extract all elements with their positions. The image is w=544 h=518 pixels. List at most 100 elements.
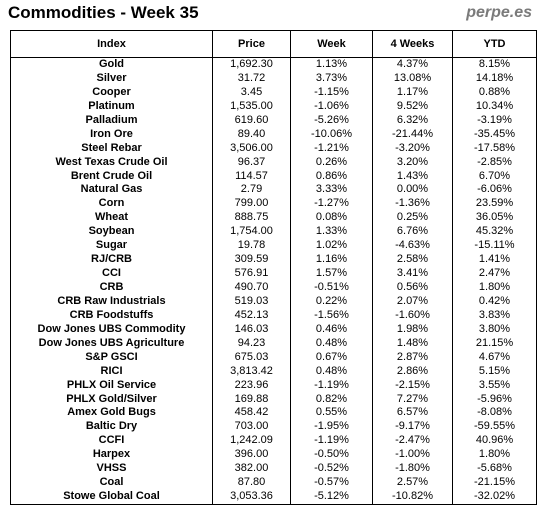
table-row: West Texas Crude Oil 96.37 0.26% 3.20% -2.85… — [10, 155, 537, 170]
cell-week: 0.48% — [290, 336, 373, 351]
table-row: Platinum 1,535.00 -1.06% 9.52% 10.34% — [10, 99, 537, 114]
table-row: Silver 31.72 3.73% 13.08% 14.18% — [10, 71, 537, 86]
cell-ytd: 1.80% — [452, 448, 537, 463]
cell-index: Brent Crude Oil — [10, 169, 213, 184]
cell-ytd: -17.58% — [452, 141, 537, 156]
cell-4-weeks: 2.57% — [372, 476, 453, 491]
page-title: Commodities - Week 35 — [8, 3, 199, 22]
cell-price: 619.60 — [212, 113, 291, 128]
cell-4-weeks: 3.41% — [372, 267, 453, 281]
column-header-ytd: YTD — [452, 30, 537, 58]
cell-4-weeks: -10.82% — [372, 490, 453, 506]
cell-week: 3.73% — [290, 71, 373, 86]
cell-week: 3.33% — [290, 183, 373, 198]
cell-4-weeks: 2.87% — [372, 350, 453, 365]
cell-4-weeks: 1.43% — [372, 169, 453, 184]
cell-index: West Texas Crude Oil — [10, 155, 213, 170]
cell-4-weeks: 13.08% — [372, 71, 453, 86]
cell-week: 0.08% — [290, 211, 373, 226]
table-row: CCI 576.91 1.57% 3.41% 2.47% — [10, 267, 537, 281]
cell-index: CCI — [10, 267, 213, 281]
cell-4-weeks: 1.98% — [372, 322, 453, 337]
cell-price: 19.78 — [212, 239, 291, 254]
cell-index: CCFI — [10, 434, 213, 449]
cell-price: 799.00 — [212, 197, 291, 212]
cell-ytd: 3.55% — [452, 378, 537, 393]
cell-index: RJ/CRB — [10, 253, 213, 268]
cell-ytd: -2.85% — [452, 155, 537, 170]
cell-index: RICI — [10, 364, 213, 379]
cell-price: 3,813.42 — [212, 364, 291, 379]
cell-index: Baltic Dry — [10, 420, 213, 435]
commodities-table: Index Price Week 4 Weeks YTD Gold 1,692.3… — [10, 30, 537, 506]
cell-price: 1,754.00 — [212, 225, 291, 240]
table-row: CCFI 1,242.09 -1.19% -2.47% 40.96% — [10, 434, 537, 449]
table-row: Brent Crude Oil 114.57 0.86% 1.43% 6.70% — [10, 169, 537, 184]
cell-ytd: 3.80% — [452, 322, 537, 337]
cell-price: 3,053.36 — [212, 490, 291, 506]
cell-price: 1,692.30 — [212, 57, 291, 72]
cell-index: Amex Gold Bugs — [10, 406, 213, 421]
cell-index: Iron Ore — [10, 127, 213, 142]
cell-price: 396.00 — [212, 448, 291, 463]
table-row: S&P GSCI 675.03 0.67% 2.87% 4.67% — [10, 350, 537, 365]
cell-week: 1.16% — [290, 253, 373, 268]
cell-index: Harpex — [10, 448, 213, 463]
cell-ytd: 45.32% — [452, 225, 537, 240]
cell-week: -1.27% — [290, 197, 373, 212]
table-row: Dow Jones UBS Agriculture 94.23 0.48% 1.48%… — [10, 336, 537, 351]
cell-index: PHLX Gold/Silver — [10, 392, 213, 407]
table-row: PHLX Gold/Silver 169.88 0.82% 7.27% -5.96% — [10, 392, 537, 407]
cell-index: Coal — [10, 476, 213, 491]
table-row: VHSS 382.00 -0.52% -1.80% -5.68% — [10, 462, 537, 477]
cell-ytd: -32.02% — [452, 490, 537, 506]
cell-ytd: -21.15% — [452, 476, 537, 491]
table-row: Harpex 396.00 -0.50% -1.00% 1.80% — [10, 448, 537, 463]
table-row: Gold 1,692.30 1.13% 4.37% 8.15% — [10, 57, 537, 72]
cell-ytd: 0.42% — [452, 294, 537, 309]
cell-week: 1.33% — [290, 225, 373, 240]
cell-price: 703.00 — [212, 420, 291, 435]
cell-index: Corn — [10, 197, 213, 212]
table-row: Soybean 1,754.00 1.33% 6.76% 45.32% — [10, 225, 537, 240]
cell-index: CRB — [10, 281, 213, 295]
cell-4-weeks: 6.32% — [372, 113, 453, 128]
cell-week: -0.57% — [290, 476, 373, 491]
cell-ytd: 36.05% — [452, 211, 537, 226]
cell-ytd: 3.83% — [452, 308, 537, 323]
cell-index: CRB Raw Industrials — [10, 294, 213, 309]
table-row: Sugar 19.78 1.02% -4.63% -15.11% — [10, 239, 537, 254]
cell-week: -1.19% — [290, 378, 373, 393]
cell-ytd: -3.19% — [452, 113, 537, 128]
cell-index: Dow Jones UBS Commodity — [10, 322, 213, 337]
table-row: PHLX Oil Service 223.96 -1.19% -2.15% 3.55% — [10, 378, 537, 393]
cell-price: 169.88 — [212, 392, 291, 407]
table-row: Steel Rebar 3,506.00 -1.21% -3.20% -17.58% — [10, 141, 537, 156]
cell-week: -1.19% — [290, 434, 373, 449]
cell-week: 1.13% — [290, 57, 373, 72]
cell-index: Natural Gas — [10, 183, 213, 198]
cell-ytd: -35.45% — [452, 127, 537, 142]
cell-4-weeks: 9.52% — [372, 99, 453, 114]
cell-index: Wheat — [10, 211, 213, 226]
cell-week: 0.48% — [290, 364, 373, 379]
cell-week: 1.02% — [290, 239, 373, 254]
cell-week: -10.06% — [290, 127, 373, 142]
cell-ytd: -6.06% — [452, 183, 537, 198]
cell-price: 576.91 — [212, 267, 291, 281]
table-row: Dow Jones UBS Commodity 146.03 0.46% 1.98% 3… — [10, 322, 537, 337]
cell-index: Stowe Global Coal — [10, 490, 213, 506]
cell-index: Dow Jones UBS Agriculture — [10, 336, 213, 351]
cell-4-weeks: 1.48% — [372, 336, 453, 351]
cell-price: 3.45 — [212, 85, 291, 100]
table-row: Cooper 3.45 -1.15% 1.17% 0.88% — [10, 85, 537, 100]
cell-4-weeks: 4.37% — [372, 57, 453, 72]
cell-4-weeks: -1.80% — [372, 462, 453, 477]
cell-week: 0.22% — [290, 294, 373, 309]
table-row: Coal 87.80 -0.57% 2.57% -21.15% — [10, 476, 537, 491]
cell-price: 888.75 — [212, 211, 291, 226]
cell-ytd: 21.15% — [452, 336, 537, 351]
cell-ytd: 6.70% — [452, 169, 537, 184]
table-row: Stowe Global Coal 3,053.36 -5.12% -10.82% -3… — [10, 490, 537, 506]
cell-price: 309.59 — [212, 253, 291, 268]
